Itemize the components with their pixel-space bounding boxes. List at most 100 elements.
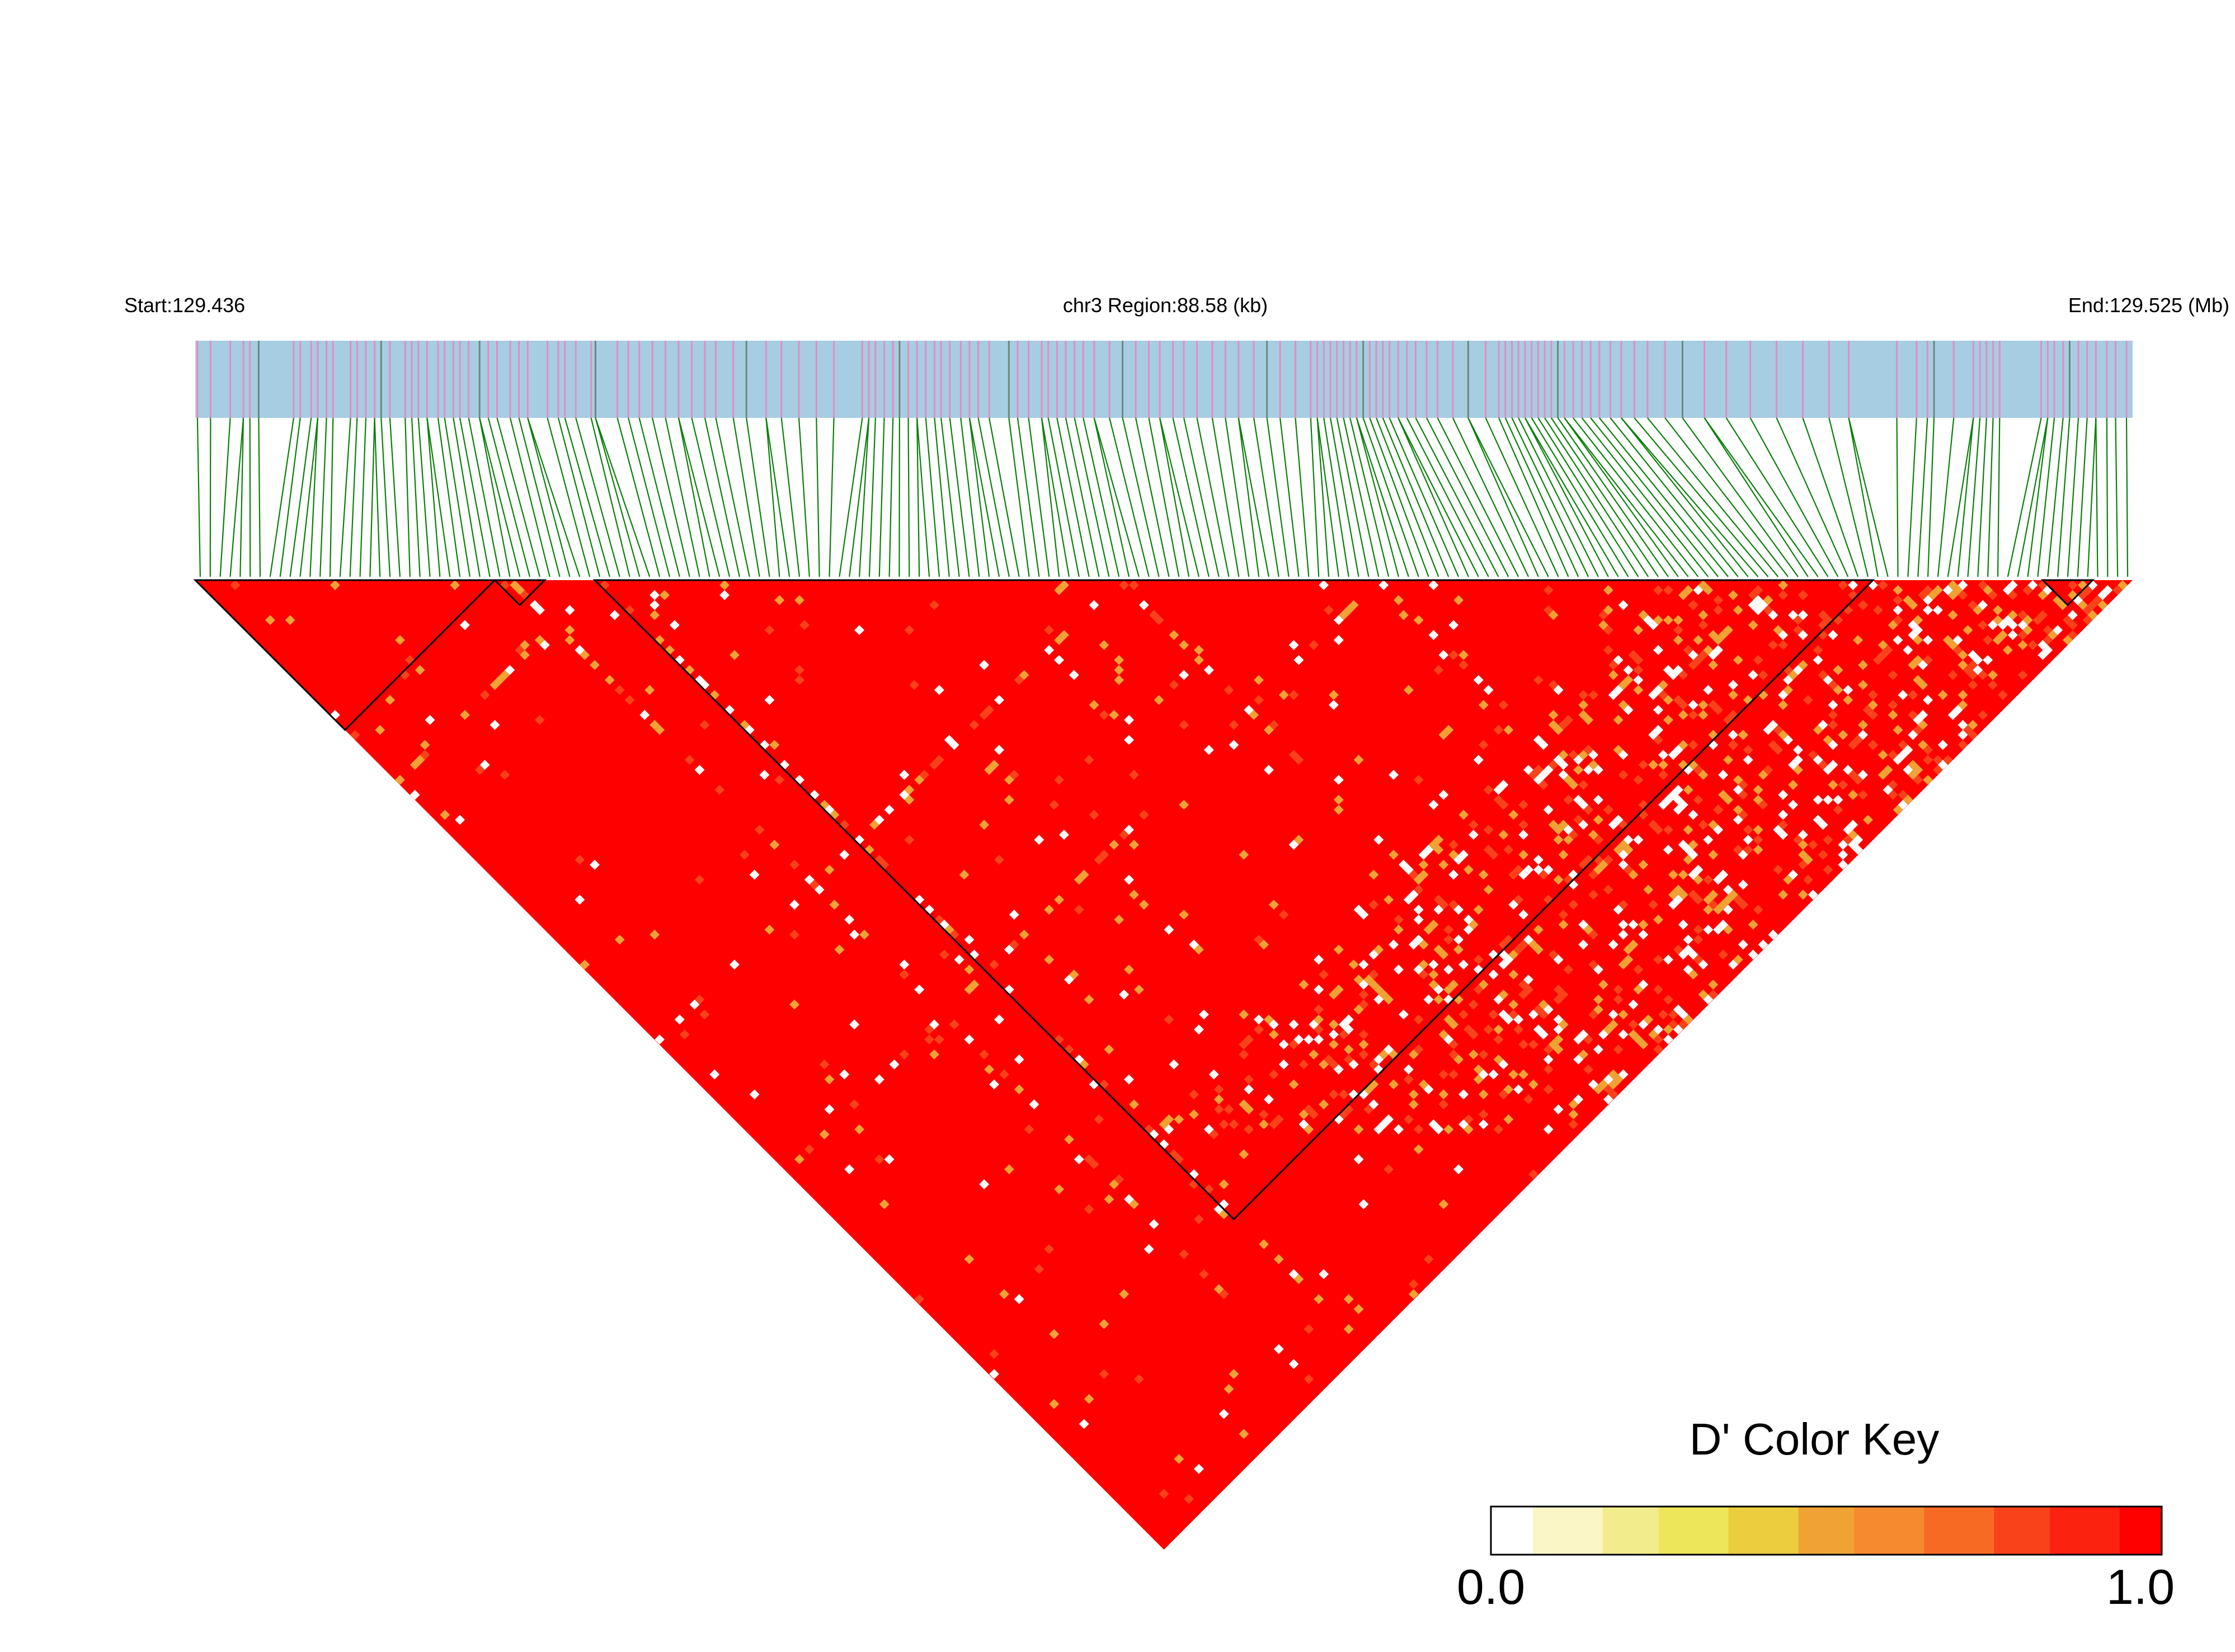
ld-cell xyxy=(1638,760,1649,770)
ld-cell xyxy=(1358,1029,1369,1040)
snp-connector xyxy=(1253,417,1279,577)
snp-connector xyxy=(1211,417,1240,577)
ld-cell xyxy=(330,580,340,590)
ld-cell xyxy=(1578,799,1589,810)
ld-cell xyxy=(1064,1134,1074,1145)
snp-connector xyxy=(968,417,1000,577)
ld-cell xyxy=(1678,740,1688,750)
ld-cell xyxy=(1089,700,1099,710)
snp-connector xyxy=(839,417,863,577)
ld-cell xyxy=(1278,1059,1289,1070)
snp-connector xyxy=(1426,417,1509,577)
ld-cell xyxy=(1723,625,1733,636)
ld-cell xyxy=(1259,939,1269,950)
ld-cell xyxy=(534,714,545,725)
ld-cell xyxy=(1613,994,1624,1005)
ld-cell xyxy=(1628,919,1639,930)
snp-connector xyxy=(2077,417,2088,577)
ld-cell xyxy=(1947,670,1958,680)
color-key-swatch xyxy=(1504,1507,1519,1555)
ld-cell xyxy=(1898,740,1908,750)
ld-cell xyxy=(1623,864,1634,875)
ld-cell xyxy=(1618,919,1629,930)
color-key-swatch xyxy=(1560,1507,1575,1555)
ld-cell xyxy=(1189,1109,1199,1119)
ld-cell xyxy=(1244,1034,1254,1045)
ld-cell xyxy=(1164,1124,1174,1135)
snp-connector xyxy=(468,417,501,577)
ld-cell xyxy=(1728,590,1738,600)
ld-cell xyxy=(939,949,949,960)
snp-connector xyxy=(849,417,870,577)
ld-cell xyxy=(1239,1049,1249,1060)
color-key-swatch xyxy=(1532,1507,1547,1555)
ld-cell xyxy=(1324,605,1334,615)
ld-cell xyxy=(1418,849,1429,860)
ld-cell xyxy=(1872,605,1883,615)
ld-cell xyxy=(1628,939,1639,950)
color-key-swatch xyxy=(1826,1507,1841,1555)
ld-cell xyxy=(1518,799,1529,810)
color-key-swatch xyxy=(1770,1507,1785,1555)
ld-cell xyxy=(1738,729,1748,740)
snp-connector xyxy=(1927,417,1935,577)
ld-cell xyxy=(1493,794,1504,805)
ld-cell xyxy=(994,695,1004,705)
snp-connector xyxy=(1544,417,1649,577)
ld-cell xyxy=(1119,989,1130,1000)
ld-cell xyxy=(1968,649,1978,660)
ld-cell xyxy=(1858,600,1868,610)
ld-cell xyxy=(1483,884,1494,895)
ld-cell xyxy=(1448,649,1459,660)
ld-cell xyxy=(575,645,585,655)
snp-connector xyxy=(1316,417,1330,577)
ld-cell xyxy=(1698,620,1709,630)
ld-cell xyxy=(1403,1074,1414,1085)
ld-cell xyxy=(1918,740,1928,750)
ld-cell xyxy=(1698,610,1709,620)
ld-cell xyxy=(1937,690,1948,700)
ld-cell xyxy=(1389,770,1399,780)
ld-cell xyxy=(1658,750,1668,760)
ld-cell xyxy=(1823,835,1833,845)
ld-cell xyxy=(644,685,655,695)
ld-cell xyxy=(1343,605,1354,615)
ld-cell xyxy=(1109,840,1119,850)
ld-cell xyxy=(1244,1104,1254,1115)
ld-cell xyxy=(1763,595,1773,605)
ld-cell xyxy=(1353,1304,1364,1315)
ld-cell xyxy=(1194,944,1204,955)
ld-cell xyxy=(1658,690,1668,700)
ld-cell xyxy=(1713,705,1724,715)
ld-cell xyxy=(1653,1034,1664,1045)
ld-cell xyxy=(1698,580,1709,590)
ld-cell xyxy=(1728,690,1738,700)
ld-cell xyxy=(1958,700,1968,710)
ld-cell xyxy=(1254,1024,1264,1035)
ld-cell xyxy=(1758,770,1768,780)
ld-cell xyxy=(1878,649,1888,660)
ld-cell xyxy=(1878,770,1888,780)
ld-cell xyxy=(1753,605,1763,615)
snp-connector xyxy=(1362,417,1419,577)
ld-cell xyxy=(1813,724,1823,735)
ld-cell xyxy=(1568,1109,1579,1119)
ld-cell xyxy=(714,784,725,795)
ld-cell xyxy=(1448,1019,1459,1030)
ld-cell xyxy=(1713,635,1724,646)
ld-cell xyxy=(2118,580,2128,590)
snp-connector xyxy=(509,417,550,577)
ld-cell xyxy=(1418,939,1429,950)
ld-cell xyxy=(1019,670,1029,680)
ld-cell xyxy=(1828,710,1838,720)
ld-cell xyxy=(749,1089,760,1100)
ld-cell xyxy=(1363,1104,1374,1115)
ld-cell xyxy=(1643,884,1654,895)
snp-connector xyxy=(1159,417,1190,577)
ld-cell xyxy=(764,695,775,705)
ld-cell xyxy=(1718,949,1729,960)
ld-cell xyxy=(1483,685,1494,695)
ld-cell xyxy=(1593,964,1603,975)
snp-connector xyxy=(527,417,581,577)
ld-cell xyxy=(1633,835,1644,845)
